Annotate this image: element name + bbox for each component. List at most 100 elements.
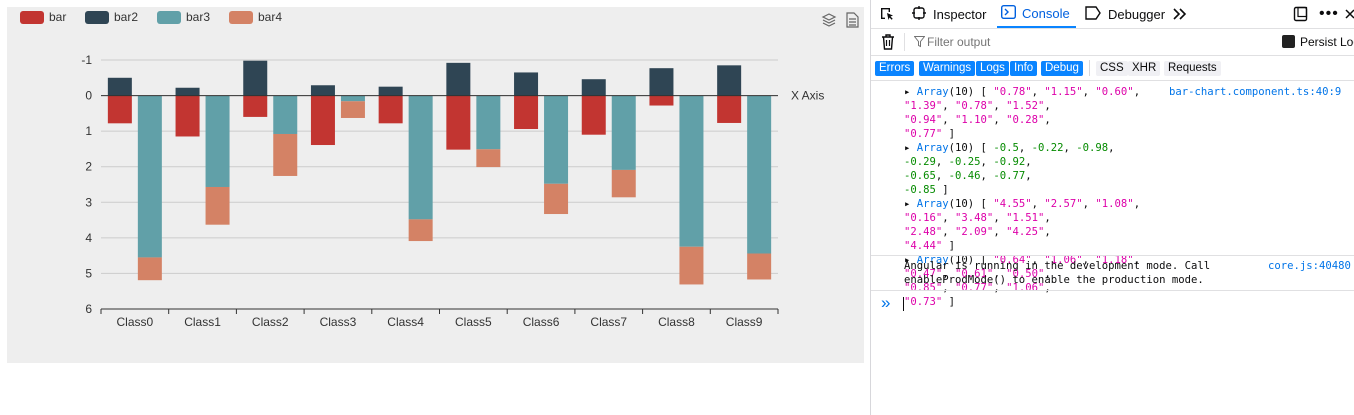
inspector-icon bbox=[912, 5, 928, 23]
tab-console[interactable]: Console bbox=[997, 0, 1076, 28]
bar-bar-Class8[interactable] bbox=[649, 95, 674, 106]
bar-bar2-Class7[interactable] bbox=[581, 79, 606, 96]
console-log-array-continuation: "0.16", "3.48", "1.51", bbox=[904, 212, 1051, 224]
angular-message-line-2: enableProdMode() to enable the productio… bbox=[904, 274, 1204, 286]
close-icon[interactable] bbox=[1345, 0, 1354, 28]
legend-swatch-bar2[interactable] bbox=[85, 11, 109, 24]
bar-bar2-Class1[interactable] bbox=[175, 87, 200, 96]
y-tick-label: 3 bbox=[85, 195, 92, 209]
y-tick-label: 4 bbox=[85, 231, 92, 245]
bar-bar4-Class4[interactable] bbox=[408, 219, 433, 242]
bar-bar-Class0[interactable] bbox=[107, 95, 132, 124]
options-menu-icon[interactable]: ••• bbox=[1319, 5, 1339, 22]
bar-bar4-Class5[interactable] bbox=[476, 149, 501, 168]
bar-bar2-Class4[interactable] bbox=[378, 86, 403, 96]
filter-debug-button[interactable]: Debug bbox=[1041, 61, 1083, 76]
persist-logs-label: Persist Logs bbox=[1300, 35, 1354, 49]
filter-output-input[interactable] bbox=[927, 33, 1267, 51]
data-view-icon[interactable] bbox=[846, 12, 859, 28]
bar-bar3-Class4[interactable] bbox=[408, 95, 433, 220]
bar-bar-Class4[interactable] bbox=[378, 95, 403, 124]
console-log-array-continuation: "4.44" ] bbox=[904, 240, 956, 252]
bar-bar3-Class0[interactable] bbox=[137, 95, 162, 258]
bar-bar4-Class3[interactable] bbox=[340, 101, 365, 118]
log-category-bar: Errors Warnings Logs Info Debug CSS XHR … bbox=[871, 56, 1354, 81]
tab-debugger[interactable]: Debugger bbox=[1081, 0, 1171, 28]
angular-log-source-link[interactable]: core.js:40480 bbox=[1268, 260, 1351, 272]
filter-warnings-button[interactable]: Warnings bbox=[919, 61, 976, 76]
x-tick-label: Class3 bbox=[320, 315, 357, 329]
filter-logs-button[interactable]: Logs bbox=[976, 61, 1009, 76]
bar-bar-Class1[interactable] bbox=[175, 95, 200, 137]
category-divider bbox=[1089, 60, 1090, 76]
bar-bar4-Class8[interactable] bbox=[679, 246, 704, 285]
persist-logs-checkbox[interactable] bbox=[1282, 35, 1295, 48]
console-log-array-continuation: "1.39", "0.78", "1.52", bbox=[904, 100, 1051, 112]
filter-icon bbox=[913, 36, 926, 51]
bar-bar3-Class1[interactable] bbox=[205, 95, 230, 187]
bar-bar4-Class0[interactable] bbox=[137, 257, 162, 281]
log-separator bbox=[871, 290, 1354, 291]
bar-bar-Class9[interactable] bbox=[717, 95, 742, 123]
bar-bar2-Class8[interactable] bbox=[649, 68, 674, 96]
bar-bar2-Class0[interactable] bbox=[107, 77, 132, 96]
legend-label-bar[interactable]: bar bbox=[49, 10, 66, 24]
legend-swatch-bar3[interactable] bbox=[157, 11, 181, 24]
angular-message-line-1: Angular is running in the development mo… bbox=[904, 260, 1211, 272]
bar-bar4-Class2[interactable] bbox=[273, 133, 298, 176]
console-log-array-continuation: "0.77" ] bbox=[904, 128, 956, 140]
x-tick-label: Class6 bbox=[523, 315, 560, 329]
x-tick-label: Class8 bbox=[658, 315, 695, 329]
console-log-array[interactable]: ▸ Array(10) [ "4.55", "2.57", "1.08", bbox=[904, 198, 1141, 210]
y-tick-label: 1 bbox=[85, 124, 92, 138]
legend-label-bar2[interactable]: bar2 bbox=[114, 10, 138, 24]
filter-requests-button[interactable]: Requests bbox=[1164, 61, 1221, 76]
dock-side-icon[interactable] bbox=[1293, 0, 1309, 28]
bar-bar4-Class1[interactable] bbox=[205, 186, 230, 225]
console-log-array-continuation: "2.48", "2.09", "4.25", bbox=[904, 226, 1051, 238]
bar-bar3-Class6[interactable] bbox=[544, 95, 569, 184]
filter-css-button[interactable]: CSS bbox=[1096, 61, 1128, 76]
trash-icon[interactable] bbox=[881, 34, 895, 53]
bar-bar2-Class5[interactable] bbox=[446, 62, 471, 96]
legend-swatch-bar[interactable] bbox=[20, 11, 44, 24]
bar-bar4-Class6[interactable] bbox=[544, 183, 569, 215]
filter-xhr-button[interactable]: XHR bbox=[1128, 61, 1161, 76]
log-source-link[interactable]: bar-chart.component.ts:40:9 bbox=[1169, 86, 1342, 98]
bar-bar3-Class2[interactable] bbox=[273, 95, 298, 134]
log-separator bbox=[871, 255, 1354, 256]
console-log-array[interactable]: ▸ Array(10) [ "0.78", "1.15", "0.60", bbox=[904, 86, 1141, 98]
console-log-array[interactable]: ▸ Array(10) [ -0.5, -0.22, -0.98, bbox=[904, 142, 1115, 154]
pick-element-icon[interactable] bbox=[879, 0, 895, 28]
bar-bar-Class7[interactable] bbox=[581, 95, 606, 135]
layers-icon[interactable] bbox=[821, 13, 837, 27]
bar-bar2-Class9[interactable] bbox=[717, 65, 742, 96]
x-tick-label: Class4 bbox=[387, 315, 424, 329]
tab-inspector[interactable]: Inspector bbox=[908, 0, 992, 28]
console-log-array-continuation: "0.73" ] bbox=[904, 296, 956, 308]
bar-bar-Class6[interactable] bbox=[514, 95, 539, 130]
console-input-caret[interactable] bbox=[903, 297, 904, 311]
bar-bar3-Class9[interactable] bbox=[747, 95, 772, 254]
bar-bar3-Class5[interactable] bbox=[476, 95, 501, 150]
legend-swatch-bar4[interactable] bbox=[229, 11, 253, 24]
bar-bar-Class5[interactable] bbox=[446, 95, 471, 150]
bar-bar2-Class3[interactable] bbox=[310, 85, 335, 96]
legend-label-bar3[interactable]: bar3 bbox=[186, 10, 210, 24]
bar-bar4-Class7[interactable] bbox=[611, 169, 636, 198]
bar-bar3-Class7[interactable] bbox=[611, 95, 636, 170]
console-log-array[interactable]: ▸ Array(10) [ "0.64", "1.06", "1.18", bbox=[904, 254, 1141, 266]
filter-info-button[interactable]: Info bbox=[1010, 61, 1038, 76]
tab-debugger-label: Debugger bbox=[1108, 6, 1166, 22]
filter-errors-button[interactable]: Errors bbox=[875, 61, 915, 76]
bar-bar4-Class9[interactable] bbox=[747, 253, 772, 280]
more-tabs-icon[interactable] bbox=[1173, 0, 1187, 28]
bar-bar2-Class2[interactable] bbox=[243, 60, 268, 96]
console-filter-bar: Persist Logs bbox=[871, 29, 1354, 56]
bar-bar-Class3[interactable] bbox=[310, 95, 335, 146]
legend-label-bar4[interactable]: bar4 bbox=[258, 10, 282, 24]
bar-bar-Class2[interactable] bbox=[243, 95, 268, 117]
bar-bar3-Class8[interactable] bbox=[679, 95, 704, 247]
bar-bar2-Class6[interactable] bbox=[514, 72, 539, 96]
bar-bar3-Class3[interactable] bbox=[340, 95, 365, 102]
